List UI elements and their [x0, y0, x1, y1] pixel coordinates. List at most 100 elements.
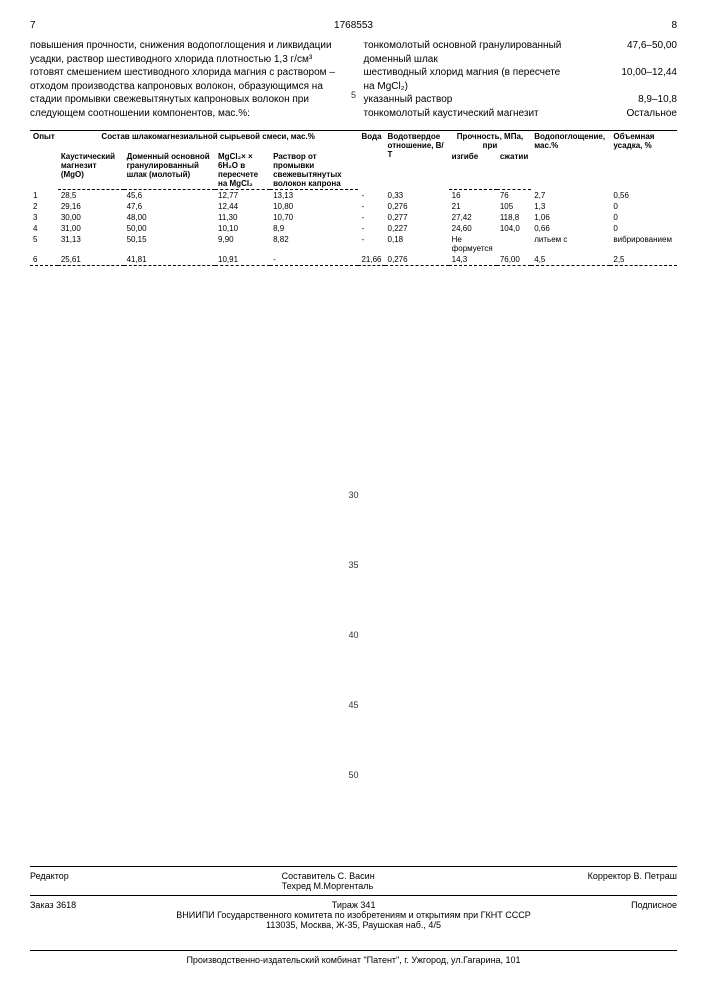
table-cell: 104,0	[497, 223, 531, 234]
table-cell: -	[358, 234, 384, 254]
col-header: Водотвердое отношение, В/Т	[385, 131, 449, 190]
table-cell: -	[358, 212, 384, 223]
line-number: 50	[348, 770, 358, 780]
table-cell: 6	[30, 254, 58, 266]
table-cell: 0,227	[385, 223, 449, 234]
table-cell: 41,81	[124, 254, 215, 266]
table-cell: 5	[30, 234, 58, 254]
table-cell: 25,61	[58, 254, 124, 266]
composition-value: Остальное	[627, 107, 678, 121]
table-cell: 76,00	[497, 254, 531, 266]
table-cell: -	[358, 190, 384, 202]
col-header: сжатии	[497, 151, 531, 190]
table-cell: 0	[610, 201, 677, 212]
table-cell: 4	[30, 223, 58, 234]
table-cell: 2	[30, 201, 58, 212]
line-number: 45	[348, 700, 358, 710]
page-num-right: 8	[671, 20, 677, 31]
table-group-header-row: Опыт Состав шлакомагнезиальной сырьевой …	[30, 131, 677, 152]
table-row: 229,1647,612,4410,80-0,276211051,30	[30, 201, 677, 212]
col-header: Опыт	[30, 131, 58, 190]
table-cell: 31,13	[58, 234, 124, 254]
table-row: 330,0048,0011,3010,70-0,27727,42118,81,0…	[30, 212, 677, 223]
line-number: 5	[351, 90, 356, 100]
table-cell: 50,00	[124, 223, 215, 234]
right-column: тонкомолотый основной гранулированный до…	[364, 39, 678, 120]
table-cell: -	[358, 223, 384, 234]
line-number: 35	[348, 560, 358, 570]
table-cell: 105	[497, 201, 531, 212]
table-cell: 12,44	[215, 201, 270, 212]
table-body: 128,545,612,7713,13-0,3316762,70,56229,1…	[30, 190, 677, 266]
table-cell: 10,80	[270, 201, 358, 212]
table-cell: 13,13	[270, 190, 358, 202]
table-cell: 16	[449, 190, 497, 202]
table-row: 625,6141,8110,91-21,660,27614,376,004,52…	[30, 254, 677, 266]
subscription: Подписное	[631, 900, 677, 910]
col-header: MgCl₂× × 6H₂O в пересчете на MgCl₂	[215, 151, 270, 190]
table-cell: 50,15	[124, 234, 215, 254]
table-cell: 10,70	[270, 212, 358, 223]
table-cell: 8,82	[270, 234, 358, 254]
table-cell: -	[270, 254, 358, 266]
table-cell: 0,66	[531, 223, 610, 234]
table-cell: 0,56	[610, 190, 677, 202]
table-cell: литьем с	[531, 234, 610, 254]
table-row: 531,1350,159,908,82-0,18Не формуется лить…	[30, 234, 677, 254]
table-cell: 21,66	[358, 254, 384, 266]
table-cell: 24,60	[449, 223, 497, 234]
table-cell: Не формуется	[449, 234, 497, 254]
left-column: повышения прочности, снижения водопоглощ…	[30, 39, 344, 120]
composition-row: указанный раствор 8,9–10,8	[364, 93, 678, 107]
col-header: Водопоглощение, мас.%	[531, 131, 610, 190]
table-cell: 118,8	[497, 212, 531, 223]
patent-number: 1768553	[36, 20, 672, 31]
compiler: Составитель С. ВасинТехред М.Моргенталь	[282, 871, 375, 891]
table-cell: 1,06	[531, 212, 610, 223]
table-cell: 1	[30, 190, 58, 202]
table-cell: 3	[30, 212, 58, 223]
table-cell: 10,10	[215, 223, 270, 234]
table-cell: 0,18	[385, 234, 449, 254]
table-cell: 9,90	[215, 234, 270, 254]
table-cell: 0,33	[385, 190, 449, 202]
table-cell: 0,276	[385, 201, 449, 212]
composition-label: тонкомолотый каустический магнезит	[364, 107, 539, 121]
table-cell: 12,77	[215, 190, 270, 202]
line-number: 30	[348, 490, 358, 500]
table-row: 431,0050,0010,108,9-0,22724,60104,00,660	[30, 223, 677, 234]
composition-value: 10,00–12,44	[621, 66, 677, 93]
table-cell	[497, 234, 531, 254]
table-cell: 31,00	[58, 223, 124, 234]
table-cell: 2,5	[610, 254, 677, 266]
printer-info: Производственно-издательский комбинат "П…	[30, 950, 677, 965]
footer-order: Заказ 3618 Тираж 341 Подписное	[30, 900, 677, 910]
composition-label: тонкомолотый основной гранулированный до…	[364, 39, 568, 66]
composition-value: 8,9–10,8	[638, 93, 677, 107]
group-header: Прочность, МПа, при	[449, 131, 532, 152]
table-cell: 48,00	[124, 212, 215, 223]
order-num: Заказ 3618	[30, 900, 76, 910]
col-header: Доменный основной гранулированный шлак (…	[124, 151, 215, 190]
table-cell: 30,00	[58, 212, 124, 223]
org-name: ВНИИПИ Государственного комитета по изоб…	[30, 910, 677, 920]
col-header: Раствор от промывки свежевытянутых волок…	[270, 151, 358, 190]
table-cell: 47,6	[124, 201, 215, 212]
corrector: Корректор В. Петраш	[588, 871, 677, 891]
footer-credits: Редактор Составитель С. ВасинТехред М.Мо…	[30, 871, 677, 891]
table-cell: 1,3	[531, 201, 610, 212]
composition-value: 47,6–50,00	[627, 39, 677, 66]
table-cell: -	[358, 201, 384, 212]
footer: Редактор Составитель С. ВасинТехред М.Мо…	[30, 862, 677, 930]
table-cell: 21	[449, 201, 497, 212]
composition-label: шестиводный хлорид магния (в пересчете н…	[364, 66, 568, 93]
table-cell: вибрированием	[610, 234, 677, 254]
table-cell: 28,5	[58, 190, 124, 202]
composition-label: указанный раствор	[364, 93, 453, 107]
table-row: 128,545,612,7713,13-0,3316762,70,56	[30, 190, 677, 202]
table-cell: 14,3	[449, 254, 497, 266]
page-header: 7 1768553 8	[30, 20, 677, 31]
table-cell: 45,6	[124, 190, 215, 202]
table-cell: 76	[497, 190, 531, 202]
editor-label: Редактор	[30, 871, 69, 891]
